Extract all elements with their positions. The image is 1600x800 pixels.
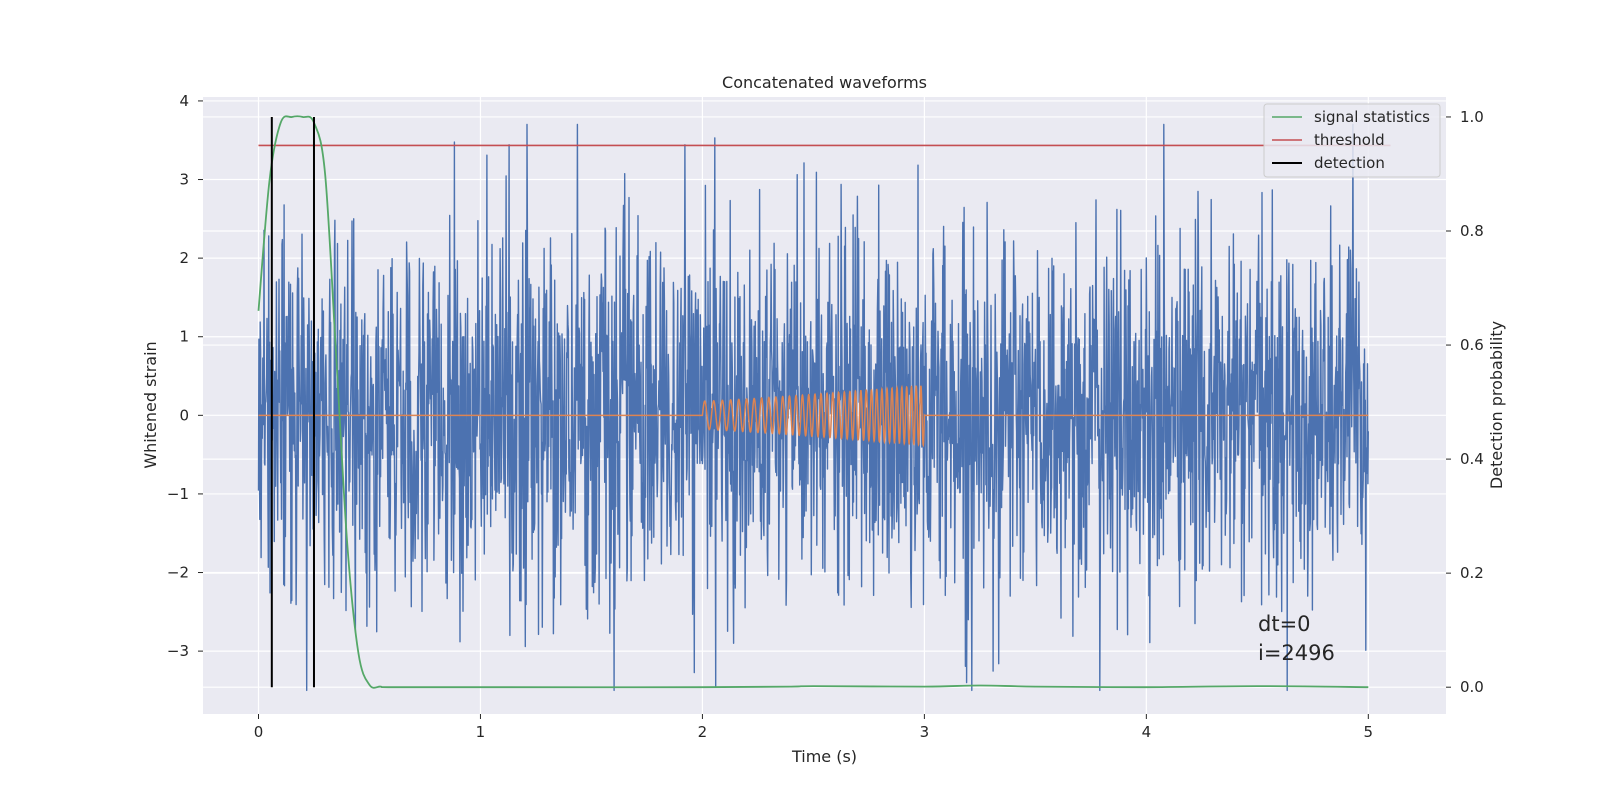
y2-tick-label: 0.4 [1460,450,1484,468]
x-axis-label: Time (s) [791,747,857,766]
y2-tick-label: 1.0 [1460,108,1484,126]
annotation-index: i=2496 [1258,641,1335,665]
legend-label-detection: detection [1314,154,1385,172]
y-tick-label: −2 [167,564,189,582]
legend-label-signal-statistics: signal statistics [1314,108,1430,126]
legend-frame [1263,103,1441,178]
y2-tick-label: 0.2 [1460,564,1484,582]
y-tick-label: 2 [179,249,189,267]
x-tick-label: 4 [1142,723,1152,741]
x-tick-label: 1 [476,723,486,741]
y2-tick-label: 0.8 [1460,222,1484,240]
y2-tick-label: 0.6 [1460,336,1484,354]
x-tick-label: 0 [254,723,264,741]
y2-axis-label: Detection probability [1487,321,1506,489]
strain-noise-line [257,123,1369,692]
x-tick-label: 2 [698,723,708,741]
y-axis-label: Whitened strain [141,341,160,468]
y-tick-label: −3 [167,642,189,660]
chirp-signal-line [258,384,1369,448]
annotation-dt: dt=0 [1258,612,1311,636]
legend: signal statistics threshold detection [1263,103,1441,178]
y-tick-label: 4 [179,92,189,110]
y-tick-label: 3 [179,171,189,189]
chart-title: Concatenated waveforms [722,73,927,92]
axes: 0 1 2 3 4 5 −3 −2 −1 0 1 2 3 4 0.0 0.2 0.4 0.6 0.8 1.0 [167,92,1484,741]
legend-label-threshold: threshold [1314,131,1385,149]
plot-area [257,115,1391,692]
signal-statistics-line [257,115,1369,689]
y-tick-label: 1 [179,328,189,346]
y2-tick-label: 0.0 [1460,678,1484,696]
y-tick-label: −1 [167,485,189,503]
x-tick-label: 3 [920,723,930,741]
y-tick-label: 0 [179,406,189,424]
x-tick-label: 5 [1364,723,1374,741]
